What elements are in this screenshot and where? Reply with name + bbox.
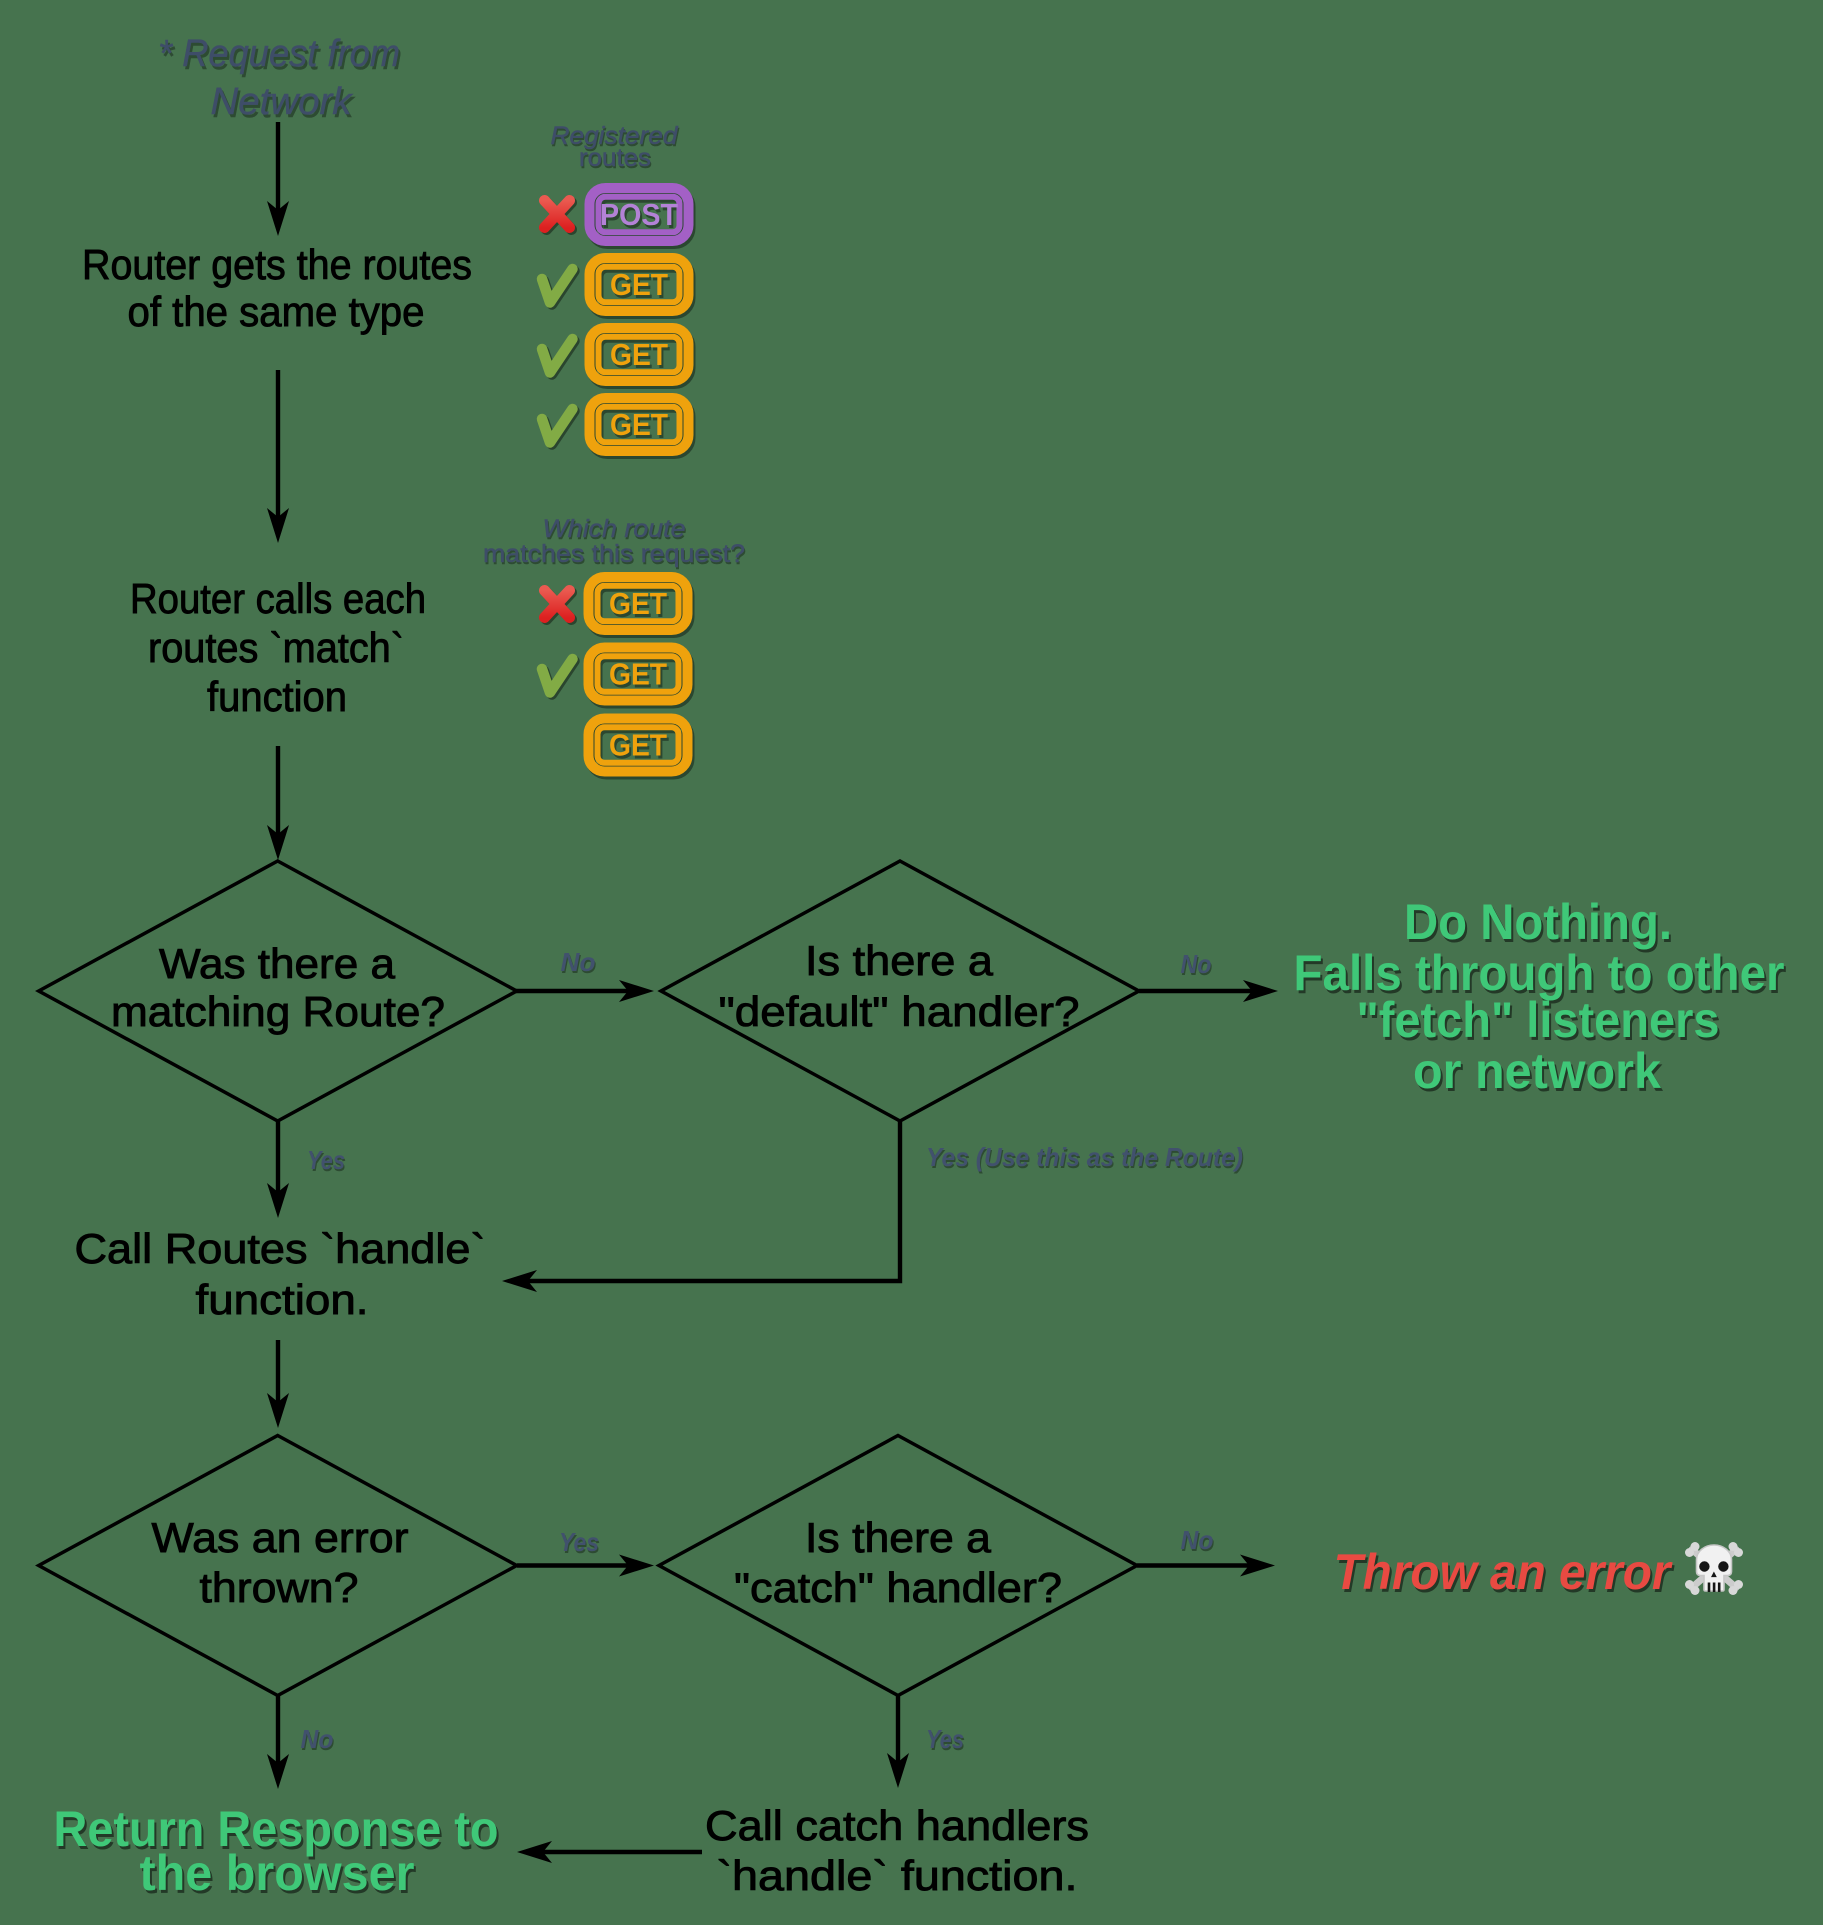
- svg-text:Was there a: Was there a: [159, 940, 396, 987]
- svg-text:Is there a: Is there a: [805, 937, 994, 984]
- svg-text:matches this request?: matches this request?: [483, 540, 745, 568]
- svg-text:Yes: Yes: [307, 1145, 345, 1175]
- svg-text:* Request from: * Request from: [158, 33, 400, 75]
- svg-text:Call catch handlers: Call catch handlers: [705, 1802, 1089, 1849]
- svg-text:Network: Network: [211, 81, 354, 123]
- svg-text:Do Nothing.: Do Nothing.: [1404, 894, 1672, 950]
- svg-text:Throw an error: Throw an error: [1334, 1544, 1673, 1600]
- svg-text:"default" handler?: "default" handler?: [719, 988, 1080, 1035]
- svg-text:Router gets the routes: Router gets the routes: [82, 241, 472, 288]
- svg-text:function.: function.: [196, 1276, 369, 1323]
- svg-text:Return Response to: Return Response to: [54, 1801, 499, 1857]
- svg-text:Call Routes `handle`: Call Routes `handle`: [75, 1225, 486, 1272]
- svg-text:POST: POST: [600, 197, 678, 232]
- svg-text:No: No: [561, 947, 596, 977]
- svg-text:function: function: [207, 673, 347, 720]
- svg-text:Falls through to other: Falls through to other: [1294, 945, 1785, 1001]
- svg-text:"fetch" listeners: "fetch" listeners: [1357, 992, 1720, 1048]
- svg-text:Yes: Yes: [926, 1724, 964, 1754]
- svg-text:the browser: the browser: [140, 1845, 415, 1901]
- svg-text:or network: or network: [1413, 1043, 1661, 1099]
- svg-text:Is there a: Is there a: [805, 1514, 992, 1561]
- svg-text:No: No: [1181, 949, 1212, 979]
- svg-text:thrown?: thrown?: [200, 1564, 359, 1611]
- svg-text:`handle` function.: `handle` function.: [717, 1852, 1078, 1899]
- svg-text:Router calls each: Router calls each: [130, 575, 426, 622]
- svg-text:No: No: [1181, 1525, 1214, 1555]
- svg-text:Yes (Use this as the Route): Yes (Use this as the Route): [926, 1142, 1243, 1172]
- svg-text:routes `match`: routes `match`: [148, 624, 404, 671]
- svg-text:of the same type: of the same type: [128, 288, 425, 335]
- svg-text:Which route: Which route: [543, 515, 686, 543]
- svg-text:Yes: Yes: [559, 1527, 599, 1557]
- svg-text:matching Route?: matching Route?: [111, 988, 445, 1035]
- svg-text:Registered: Registered: [551, 122, 679, 150]
- svg-text:Was an error: Was an error: [152, 1514, 409, 1561]
- svg-text:routes: routes: [579, 144, 651, 172]
- svg-text:No: No: [301, 1724, 334, 1754]
- svg-text:"catch" handler?: "catch" handler?: [734, 1564, 1062, 1611]
